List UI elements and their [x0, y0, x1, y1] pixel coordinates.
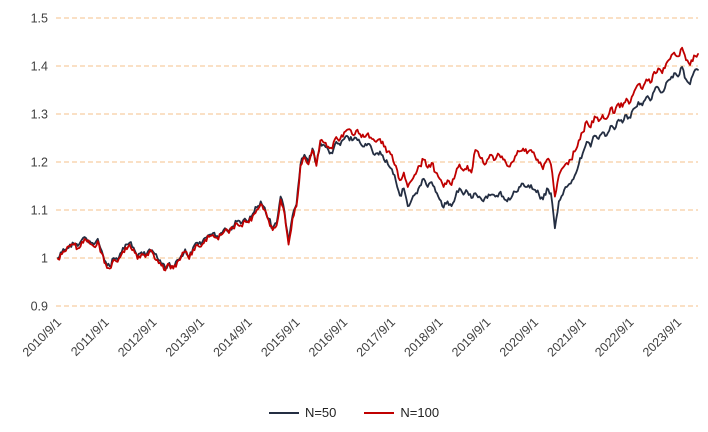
series-line-n50 [57, 66, 699, 270]
y-tick-label: 1.4 [31, 60, 48, 74]
y-tick-label: 1.3 [31, 108, 48, 122]
x-tick-label: 2015/9/1 [258, 315, 302, 359]
y-tick-label: 0.9 [31, 300, 48, 314]
x-tick-label: 2021/9/1 [545, 315, 589, 359]
x-tick-label: 2017/9/1 [354, 315, 398, 359]
y-tick-label: 1.5 [31, 12, 48, 26]
x-tick-label: 2010/9/1 [20, 315, 64, 359]
x-tick-label: 2012/9/1 [115, 315, 159, 359]
legend-label-n50: N=50 [304, 405, 337, 420]
legend-item-n50: N=50 [268, 405, 337, 420]
x-tick-label: 2013/9/1 [163, 315, 207, 359]
legend-line-swatch-n50 [268, 411, 299, 414]
x-tick-label: 2016/9/1 [306, 315, 350, 359]
x-tick-label: 2011/9/1 [68, 315, 112, 359]
y-tick-label: 1.2 [31, 156, 48, 170]
legend-label-n100: N=100 [400, 405, 440, 420]
y-tick-label: 1 [41, 252, 48, 266]
legend-line-swatch-n100 [364, 411, 395, 414]
x-tick-label: 2020/9/1 [497, 315, 541, 359]
x-tick-label: 2014/9/1 [211, 315, 255, 359]
x-tick-label: 2022/9/1 [592, 315, 636, 359]
legend-item-n100: N=100 [364, 405, 439, 420]
x-tick-label: 2018/9/1 [401, 315, 445, 359]
x-tick-label: 2019/9/1 [449, 315, 493, 359]
series-line-n100 [57, 46, 699, 272]
chart-legend: N=50 N=100 [0, 405, 708, 420]
plot-area: 0.9 1 1.1 1.2 1.3 1.4 1.5 2010/9/1 2011/9/1 2012/… [20, 12, 699, 360]
x-tick-label: 2023/9/1 [640, 315, 684, 359]
y-tick-label: 1.1 [31, 204, 48, 218]
